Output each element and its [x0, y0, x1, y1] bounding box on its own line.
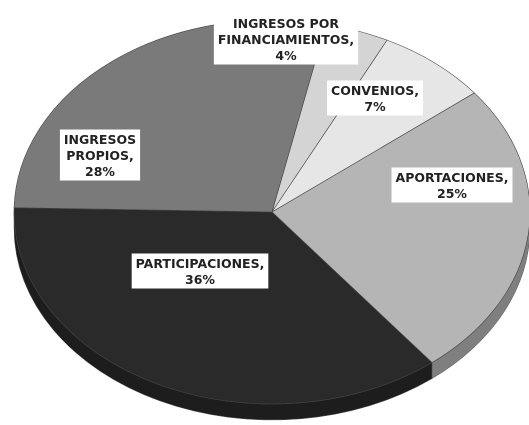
label-background — [391, 167, 513, 203]
data-label: INGRESOS POR FINANCIAMIENTOS, 4% — [213, 13, 359, 65]
label-background — [213, 13, 359, 65]
slice — [271, 39, 475, 213]
slice — [13, 207, 433, 405]
pie — [13, 19, 529, 421]
label-background — [131, 253, 269, 289]
slice — [271, 92, 529, 364]
data-label-text: APORTACIONES, 25% — [396, 170, 509, 201]
data-label-text: CONVENIOS, 7% — [331, 83, 419, 114]
label-background — [327, 80, 423, 116]
data-label: INGRESOS PROPIOS, 28% — [59, 129, 141, 181]
data-label: CONVENIOS, 7% — [327, 80, 423, 116]
data-label-text: INGRESOS POR FINANCIAMIENTOS, 4% — [218, 16, 354, 63]
data-label: APORTACIONES, 25% — [391, 167, 513, 203]
data-label-text: INGRESOS PROPIOS, 28% — [64, 132, 136, 179]
data-label: PARTICIPACIONES, 36% — [131, 253, 269, 289]
data-label-text: PARTICIPACIONES, 36% — [136, 256, 265, 287]
label-background — [59, 129, 141, 181]
